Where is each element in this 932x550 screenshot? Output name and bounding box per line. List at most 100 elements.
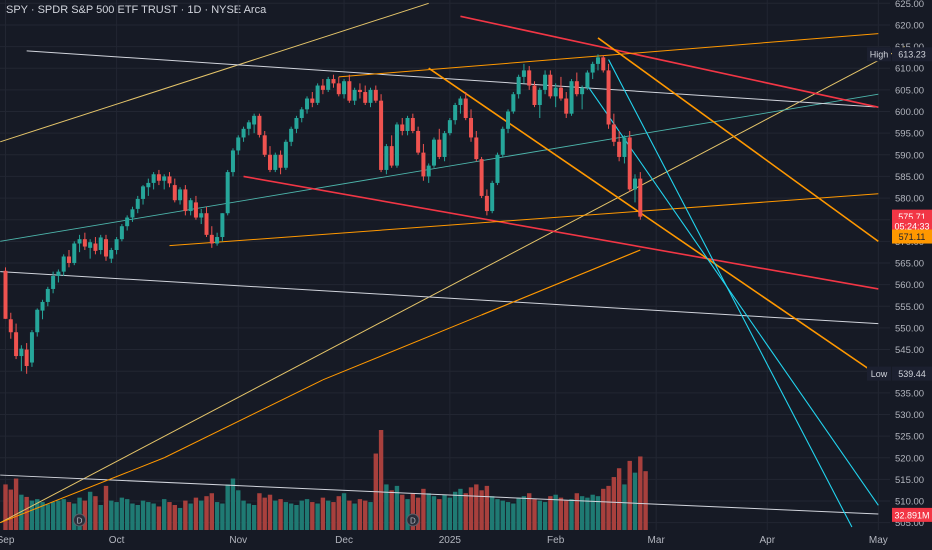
candle-body bbox=[262, 135, 267, 155]
volume-bar bbox=[548, 496, 553, 530]
volume-bar bbox=[114, 502, 119, 530]
candle-body bbox=[633, 178, 638, 190]
volume-bar bbox=[320, 497, 326, 530]
volume-bar bbox=[130, 503, 135, 530]
candle-body bbox=[257, 115, 262, 135]
trendline bbox=[428, 67, 879, 377]
volume-bar bbox=[437, 499, 442, 530]
volume-bar bbox=[288, 503, 294, 530]
volume-bar bbox=[35, 499, 40, 530]
volume-bar bbox=[299, 500, 304, 530]
candle-body bbox=[638, 178, 643, 217]
candle-body bbox=[495, 154, 500, 183]
volume-bar bbox=[119, 497, 125, 530]
volume-bar bbox=[273, 500, 278, 530]
price-tick-label: 520.00 bbox=[895, 453, 924, 464]
time-tick-label: Nov bbox=[229, 535, 247, 546]
volume-bar bbox=[315, 503, 320, 530]
candle-body bbox=[606, 70, 611, 125]
candle-body bbox=[72, 243, 77, 263]
candle-body bbox=[156, 174, 161, 181]
candle-body bbox=[310, 98, 315, 103]
candle-body bbox=[506, 111, 511, 129]
volume-bar bbox=[167, 502, 172, 530]
trendline bbox=[0, 2, 429, 143]
volume-bar bbox=[357, 499, 363, 530]
price-tag-box bbox=[867, 366, 891, 381]
time-tick-label: Feb bbox=[547, 535, 565, 546]
candle-body bbox=[305, 98, 310, 110]
trendline bbox=[481, 249, 641, 316]
candle-body bbox=[252, 115, 257, 125]
volume-bar bbox=[616, 468, 622, 530]
candle-body bbox=[617, 141, 622, 157]
volume-bar bbox=[415, 497, 421, 530]
price-label-value: 539.44 bbox=[898, 369, 926, 379]
trendline bbox=[0, 93, 879, 242]
candle-body bbox=[548, 74, 553, 97]
dividend-marker bbox=[73, 513, 87, 527]
volume-bar bbox=[225, 484, 230, 530]
price-tick-label: 525.00 bbox=[895, 432, 924, 443]
volume-bar bbox=[431, 496, 437, 530]
candle-body bbox=[188, 200, 193, 212]
volume-bar bbox=[220, 503, 225, 530]
candle-body bbox=[500, 128, 505, 155]
price-label-box bbox=[892, 366, 932, 381]
candle-body bbox=[35, 309, 40, 333]
volume-bar bbox=[352, 503, 357, 530]
trendline bbox=[0, 46, 906, 524]
price-tick-label: 610.00 bbox=[895, 64, 924, 75]
volume-bar bbox=[622, 484, 627, 530]
price-label-box bbox=[892, 229, 932, 244]
candle-body bbox=[230, 150, 235, 173]
trendline bbox=[322, 314, 482, 381]
volume-bar bbox=[611, 477, 617, 530]
volume-bar bbox=[283, 502, 289, 530]
candle-body bbox=[342, 81, 347, 95]
volume-bar bbox=[468, 487, 474, 530]
candle-body bbox=[167, 176, 172, 184]
volume-bar bbox=[103, 485, 109, 530]
volume-bar bbox=[87, 491, 93, 530]
volume-bar bbox=[278, 499, 283, 530]
trendline bbox=[608, 59, 853, 528]
volume-bar bbox=[140, 500, 146, 530]
volume-bar bbox=[82, 500, 88, 530]
price-tick-label: 515.00 bbox=[895, 475, 924, 486]
candle-body bbox=[405, 117, 410, 131]
volume-bar bbox=[463, 493, 468, 530]
volume-bar bbox=[479, 490, 484, 530]
candle-body bbox=[40, 301, 45, 311]
candle-body bbox=[611, 124, 616, 142]
price-label-value: 571.11 bbox=[899, 232, 926, 242]
candle-body bbox=[82, 239, 87, 247]
volume-bar bbox=[214, 502, 220, 530]
candle-body bbox=[590, 63, 595, 73]
candle-body bbox=[447, 120, 452, 134]
volume-bar bbox=[109, 500, 114, 530]
price-tag-label: High bbox=[870, 50, 889, 60]
chart-title: SPY · SPDR S&P 500 ETF TRUST · 1D · NYSE… bbox=[6, 4, 267, 16]
price-label-box bbox=[892, 218, 932, 233]
volume-bar bbox=[442, 494, 447, 530]
price-axis[interactable]: 625.00620.00615.00610.00605.00600.00595.… bbox=[895, 0, 924, 529]
volume-bar bbox=[146, 502, 151, 530]
candle-body bbox=[130, 209, 135, 218]
volume-bar bbox=[24, 496, 29, 530]
price-tick-label: 545.00 bbox=[895, 345, 924, 356]
candle-body bbox=[220, 213, 225, 238]
time-axis[interactable]: Sep Oct Nov Dec 2025 Feb Mar Apr May bbox=[0, 535, 888, 546]
trendlines bbox=[0, 2, 906, 528]
volume-bar bbox=[241, 500, 246, 530]
volume-bar bbox=[262, 497, 267, 530]
candle-body bbox=[193, 202, 198, 218]
candle-body bbox=[384, 146, 389, 170]
candle-body bbox=[299, 109, 304, 118]
volume-bar bbox=[50, 502, 56, 530]
candle-body bbox=[558, 87, 563, 99]
volume-bar bbox=[29, 500, 35, 530]
candle-body bbox=[3, 270, 8, 319]
volume-bar bbox=[521, 496, 527, 530]
